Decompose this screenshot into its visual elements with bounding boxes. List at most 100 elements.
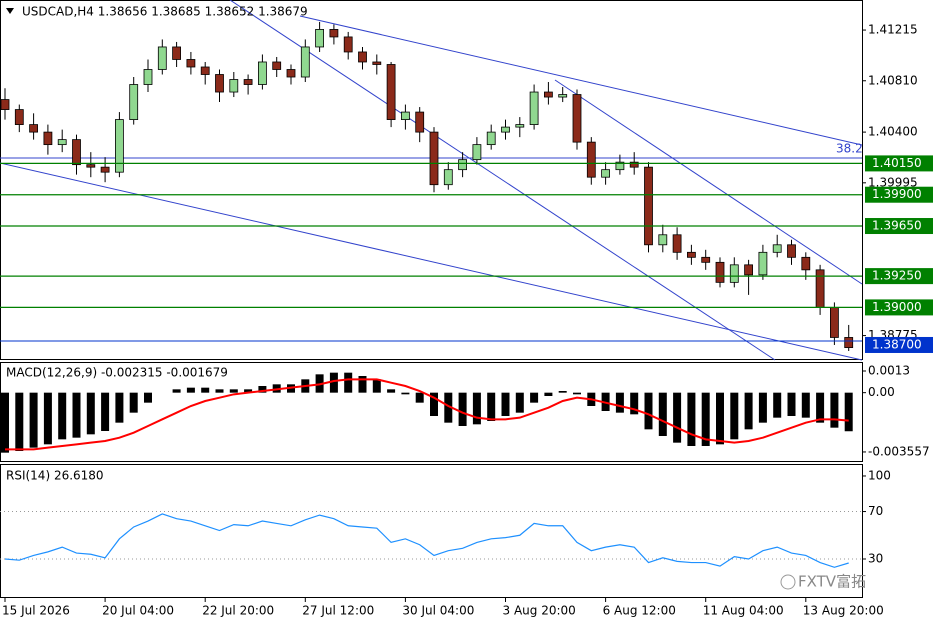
macd-panel-frame — [0, 362, 863, 462]
macd-bar — [658, 392, 667, 436]
candle-body — [830, 307, 839, 338]
macd-bar — [673, 392, 682, 443]
macd-bar — [101, 392, 110, 431]
candle-body — [57, 139, 67, 146]
chart-title: USDCAD,H4 1.38656 1.38685 1.38652 1.3867… — [22, 5, 308, 19]
y-tick-label: 1.41215 — [868, 23, 918, 37]
x-tick-label: 11 Aug 04:00 — [703, 604, 784, 618]
collapse-arrow — [6, 8, 14, 14]
macd-bar — [29, 392, 38, 448]
candle-body — [243, 79, 253, 85]
x-tick-label: 13 Aug 20:00 — [803, 604, 884, 618]
x-tick-label: 3 Aug 20:00 — [503, 604, 576, 618]
macd-bar — [644, 392, 653, 430]
y-tick-label: 1.40810 — [868, 73, 918, 87]
macd-bar — [358, 376, 367, 393]
candle-body — [729, 264, 739, 283]
candle-body — [744, 264, 753, 276]
level-label: 1.39000 — [872, 300, 922, 314]
macd-bar — [730, 392, 739, 440]
candle-body — [400, 111, 410, 120]
x-tick-label: 15 Jul 2026 — [2, 604, 70, 618]
candle-body — [0, 99, 10, 110]
candle-body — [601, 169, 610, 178]
level-box — [865, 268, 933, 285]
macd-bar — [58, 392, 67, 440]
current-price-label: 1.38700 — [872, 337, 922, 351]
candle-body — [286, 69, 296, 78]
macd-bar — [329, 372, 338, 393]
main-panel-frame — [0, 0, 863, 360]
macd-bar — [515, 392, 524, 413]
trend-line — [229, 0, 776, 361]
macd-bar — [229, 389, 238, 393]
macd-bar — [558, 391, 567, 393]
candle-body — [115, 119, 124, 173]
candle-body — [429, 131, 439, 186]
macd-bar — [773, 392, 782, 418]
level-box — [865, 155, 933, 172]
macd-bar — [816, 392, 825, 423]
macd-bar — [787, 392, 796, 416]
candle-body — [300, 46, 310, 78]
macd-bar — [172, 389, 181, 393]
signal-line — [5, 378, 849, 451]
macd-bar — [487, 392, 496, 421]
level-box — [865, 299, 933, 316]
candle-body — [29, 124, 39, 133]
y-tick-label: 1.39995 — [868, 175, 918, 189]
trend-line — [0, 162, 863, 361]
watermark-logo — [780, 574, 796, 590]
level-label: 1.39900 — [872, 187, 922, 201]
macd-bar — [444, 392, 453, 423]
macd-bar — [144, 392, 152, 403]
candle-body — [415, 111, 425, 133]
macd-bar — [258, 386, 267, 393]
level-label: 1.40150 — [872, 156, 922, 170]
candle-body — [758, 251, 768, 276]
macd-title: MACD(12,26,9) -0.002315 -0.001679 — [6, 366, 228, 380]
level-label: 1.39650 — [872, 219, 922, 233]
x-tick-label: 6 Aug 12:00 — [603, 604, 676, 618]
macd-bar — [687, 392, 696, 446]
macd-bar — [244, 389, 253, 393]
trend-line — [299, 15, 863, 146]
candle-body — [129, 84, 139, 120]
macd-bar — [86, 392, 95, 435]
candle-body — [343, 36, 353, 53]
macd-bar — [72, 392, 81, 438]
macd-bar — [701, 392, 710, 446]
trend-line — [554, 79, 863, 285]
level-box — [865, 218, 933, 235]
macd-bar — [830, 392, 839, 428]
current-price-box — [865, 336, 933, 353]
candle-body — [86, 164, 96, 168]
macd-bar — [744, 392, 753, 430]
candle-body — [787, 244, 796, 258]
candle-body — [443, 169, 453, 186]
y-tick-label: 1.40400 — [868, 125, 918, 139]
candle-body — [14, 109, 24, 125]
candle-body — [672, 234, 682, 253]
candle-body — [458, 159, 468, 171]
macd-bar — [758, 392, 767, 423]
candle-body — [143, 69, 153, 85]
candle-body — [572, 94, 582, 143]
macd-bar — [530, 392, 539, 403]
macd-bar — [387, 389, 396, 393]
candle-body — [644, 166, 653, 246]
y-tick-label: 100 — [868, 468, 891, 482]
candle-body — [658, 234, 668, 246]
macd-bar — [430, 392, 438, 416]
y-tick-label: 0.00 — [868, 385, 895, 399]
candle-body — [815, 269, 825, 308]
macd-bar — [415, 392, 424, 403]
candle-body — [215, 74, 224, 93]
candle-body — [501, 126, 510, 133]
candle-body — [615, 161, 625, 171]
macd-bar — [615, 392, 624, 413]
candle-body — [315, 29, 325, 48]
